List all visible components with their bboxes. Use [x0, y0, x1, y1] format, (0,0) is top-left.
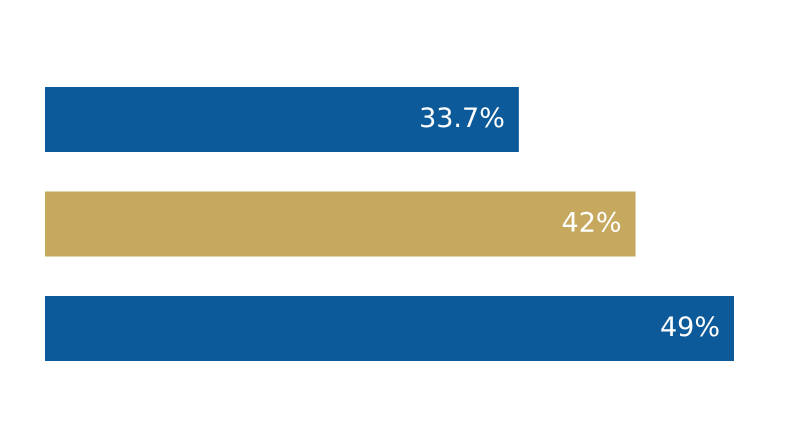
bar: [45, 191, 636, 257]
value-label: 49%: [660, 312, 720, 343]
bar: [45, 87, 519, 152]
value-label: 42%: [562, 208, 622, 239]
value-label: 33.7%: [419, 103, 505, 134]
bar: [45, 296, 734, 361]
